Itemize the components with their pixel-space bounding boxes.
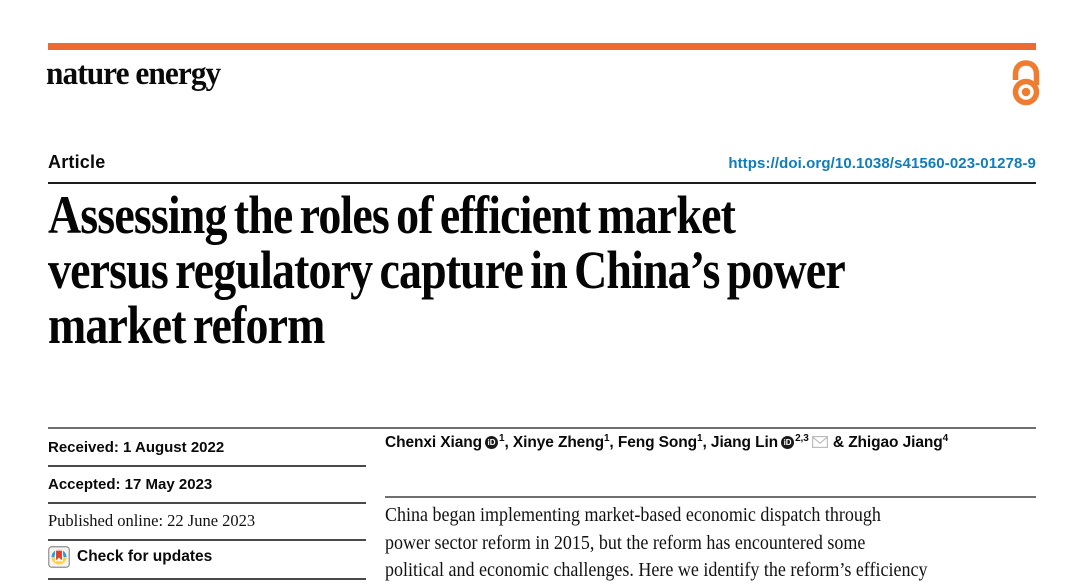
title-line-1: Assessing the roles of efficient market [48,185,736,245]
doi-link[interactable]: https://doi.org/10.1038/s41560-023-01278… [728,155,1036,172]
orcid-icon[interactable]: iD [485,436,498,449]
accepted-date: Accepted: 17 May 2023 [48,476,213,493]
author-superscript: 1 [697,432,703,444]
article-title: Assessing the roles of efficient market … [48,185,846,355]
author-superscript: 1 [603,432,610,444]
abstract-line: China began implementing market-based ec… [385,504,881,526]
kicker-divider [48,182,1036,184]
received-date: Received: 1 August 2022 [48,439,225,456]
author-superscript: 2,3 [795,432,809,444]
abstract-text: China began implementing market-based ec… [385,502,988,585]
author-superscript: 4 [942,432,949,444]
abstract-line: power sector reform in 2015, but the ref… [385,531,866,554]
abstract-line: political and economic challenges. Here … [385,559,928,581]
author-name: Xinye Zheng [512,434,604,451]
open-access-icon [1012,60,1040,106]
journal-logo: nature energy [46,56,221,92]
article-kicker-row: Article https://doi.org/10.1038/s41560-0… [48,152,1036,173]
title-line-2: versus regulatory capture in China’s pow… [48,240,846,300]
email-icon[interactable] [811,436,828,449]
author-name: Chenxi Xiang [385,434,482,451]
metadata-divider-2 [48,502,366,504]
orcid-icon[interactable]: iD [781,436,795,449]
published-online-date: Published online: 22 June 2023 [48,511,256,530]
masthead-accent-bar [48,43,1036,50]
crossmark-icon [48,546,70,568]
check-for-updates-label: Check for updates [77,548,213,565]
author-name: Jiang Lin [710,434,779,451]
author-name: Feng Song [617,434,698,451]
abstract-divider [385,496,1036,498]
article-kicker: Article [48,152,106,172]
check-for-updates-button[interactable]: Check for updates [48,546,212,568]
authors-line: Chenxi Xiang iD 1, Xinye Zheng1, Feng Song… [385,432,949,451]
metadata-divider-3 [48,539,366,541]
author-name: Zhigao Jiang [848,434,943,451]
title-line-3: market reform [48,295,325,355]
header-divider [48,427,1036,429]
metadata-divider-4 [48,578,366,580]
author-superscript: 1 [499,432,505,444]
metadata-divider-1 [48,465,366,467]
